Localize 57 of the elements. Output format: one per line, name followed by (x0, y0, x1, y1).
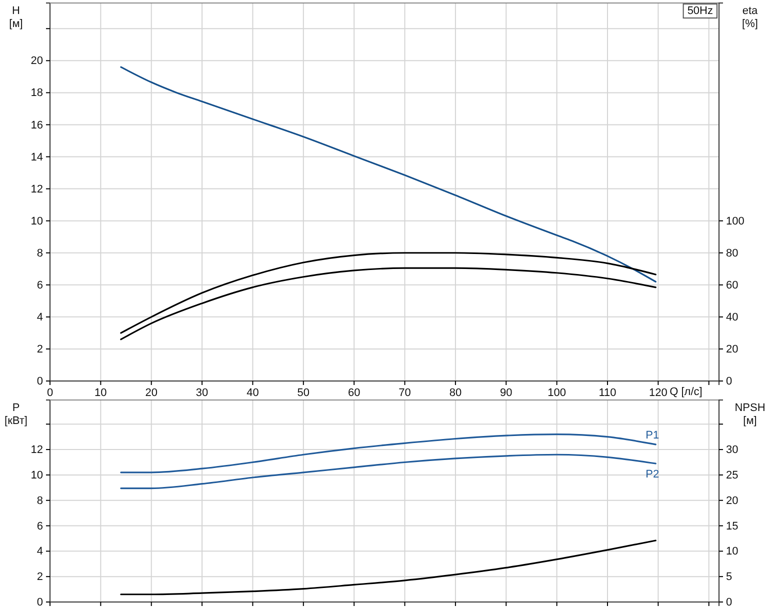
y-tick-label: 12 (30, 183, 43, 196)
y-axis-title: H [м] (9, 5, 23, 30)
x-tick-label: 80 (449, 386, 462, 399)
y-tick-label: 14 (30, 151, 43, 164)
y2-tick-label: 10 (726, 546, 738, 558)
y2-tick-label: 20 (726, 494, 738, 507)
y-tick-label: 2 (36, 571, 43, 584)
y2-tick-label: 80 (726, 247, 738, 260)
y-tick-label: 8 (36, 494, 43, 507)
y-tick-label: 2 (36, 343, 43, 356)
y2-tick-label: 5 (726, 571, 732, 584)
y-tick-label: 10 (30, 469, 43, 482)
y2-tick-label: 30 (726, 444, 738, 456)
line-series (120, 540, 656, 596)
x-tick-label: 60 (348, 386, 360, 399)
x-tick-label: 90 (500, 386, 512, 399)
line-series (120, 267, 656, 340)
y-tick-label: 6 (36, 279, 43, 292)
x-tick-label: 10 (94, 386, 107, 399)
y2-tick-label: 0 (726, 376, 732, 388)
series-label: P2 (646, 468, 660, 481)
y-tick-label: 16 (30, 119, 43, 132)
line-series (120, 454, 656, 490)
y-tick-label: 20 (30, 55, 43, 68)
y2-tick-label: 20 (726, 343, 738, 356)
line-series (120, 252, 656, 334)
y-tick-label: 8 (36, 247, 43, 260)
y-tick-label: 12 (30, 444, 43, 456)
x-tick-label: 110 (598, 386, 616, 399)
y-tick-label: 4 (36, 546, 43, 558)
x-tick-label: 40 (246, 386, 259, 399)
line-series (120, 66, 656, 282)
y2-tick-label: 15 (726, 520, 738, 532)
y2-tick-label: 25 (726, 469, 738, 482)
x-tick-label: 50 (297, 386, 310, 399)
y-tick-label: 0 (36, 596, 43, 609)
x-tick-label: 120 (649, 386, 668, 399)
series-label: P1 (646, 429, 660, 442)
annotation: 50Hz (687, 5, 713, 17)
y2-axis-title: eta [%] (742, 5, 759, 30)
y-tick-label: 4 (36, 311, 43, 324)
y-tick-label: 6 (36, 520, 43, 532)
y2-axis-title: NPSH [м] (734, 402, 766, 427)
x-tick-label: 20 (145, 386, 158, 399)
x-tick-label: 70 (398, 386, 411, 399)
x-tick-label: 30 (196, 386, 208, 399)
y2-tick-label: 100 (726, 215, 744, 228)
y-axis-title: P [кВт] (4, 402, 28, 427)
y-tick-label: 0 (36, 376, 43, 388)
x-axis-title: Q [л/с] (670, 386, 702, 398)
y-tick-label: 18 (30, 87, 43, 100)
y-tick-label: 10 (30, 215, 43, 228)
y2-tick-label: 40 (726, 311, 738, 324)
y2-tick-label: 60 (726, 279, 738, 292)
y2-tick-label: 0 (726, 596, 732, 609)
x-tick-label: 100 (548, 386, 566, 399)
x-tick-label: 0 (46, 386, 54, 399)
